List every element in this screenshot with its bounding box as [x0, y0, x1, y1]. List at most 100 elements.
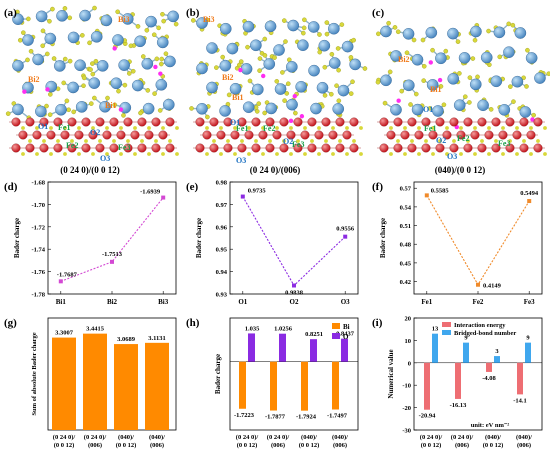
label-bi2: Bi2: [398, 55, 410, 64]
oxygen-atom: [455, 39, 461, 44]
iron-atom: [421, 143, 431, 153]
iron-atom: [279, 117, 289, 127]
oxygen-atom: [40, 28, 46, 34]
iron-atom: [407, 143, 417, 153]
oxygen-atom: [324, 20, 330, 25]
oxygen-atom: [159, 56, 165, 62]
bismuth-atom: [141, 58, 154, 70]
oxygen-atom: [431, 126, 435, 130]
oxygen-atom: [40, 43, 46, 49]
y-tick-label: 0.54: [400, 204, 412, 211]
bismuth-atom: [56, 10, 68, 22]
label-fe1: Fe1: [424, 124, 436, 133]
iron-atom: [293, 143, 303, 153]
oxygen-site: [45, 87, 50, 92]
bismuth-atom: [229, 82, 242, 95]
oxygen-site: [299, 114, 305, 119]
oxygen-atom: [421, 78, 426, 83]
oxygen-atom: [487, 152, 491, 156]
iron-atom: [158, 130, 168, 140]
iron-atom: [202, 130, 212, 140]
bismuth-atom: [337, 84, 350, 97]
bismuth-atom: [432, 105, 444, 117]
x-tick-label: O3: [341, 298, 350, 306]
bismuth-atom: [286, 61, 298, 73]
oxygen-atom: [254, 139, 258, 143]
oxygen-atom: [417, 126, 421, 130]
bismuth-atom: [156, 36, 169, 49]
atom-labels-b: Bi3 Bi2 Bi1 O1 O2 O3 Fe1 Fe2 Fe3: [203, 15, 304, 165]
oxygen-atom: [49, 152, 53, 156]
iron-atom: [442, 130, 452, 140]
oxygen-atom: [63, 126, 67, 130]
bismuth-atom: [453, 99, 466, 111]
oxygen-atom: [376, 31, 381, 37]
oxygen-atom: [88, 67, 93, 72]
oxygen-atom: [92, 5, 97, 11]
bismuth-atom: [411, 103, 424, 116]
oxygen-atom: [501, 126, 505, 130]
data-label: -16.13: [450, 402, 468, 409]
oxygen-atom: [35, 126, 39, 130]
oxygen-atom: [66, 107, 71, 113]
oxygen-site: [292, 93, 297, 99]
data-label: -14.1: [513, 397, 527, 404]
oxygen-atom: [420, 37, 426, 43]
oxygen-atom: [90, 61, 95, 66]
bismuth-atom: [22, 34, 34, 46]
oxygen-atom: [160, 11, 165, 17]
oxygen-atom: [497, 54, 503, 60]
iron-atom: [67, 143, 77, 153]
oxygen-atom: [154, 56, 160, 62]
bismuth-atom: [55, 103, 67, 116]
bismuth-atom: [477, 99, 489, 112]
oxygen-atom: [226, 139, 230, 143]
data-label: 0.8251: [305, 331, 323, 338]
oxygen-atom: [452, 139, 456, 143]
bar: [455, 362, 461, 399]
bismuth-atom: [341, 40, 354, 53]
iron-atom: [456, 130, 466, 140]
oxygen-atom: [438, 139, 442, 143]
oxygen-atom: [387, 69, 393, 75]
oxygen-atom: [284, 91, 290, 96]
iron-atom: [293, 117, 303, 127]
bismuth-atom: [274, 83, 287, 95]
bismuth-atom: [498, 104, 511, 116]
oxygen-atom: [457, 71, 462, 76]
data-point: [58, 279, 63, 284]
oxygen-atom: [119, 126, 123, 130]
bismuth-atom: [142, 102, 155, 115]
oxygen-atom: [133, 152, 137, 156]
oxygen-atom: [473, 152, 477, 156]
label-o3: O3: [100, 154, 110, 163]
chart-g: Sum of absolute Bader charge 3.3007 3.4415…: [31, 317, 177, 449]
bismuth-atom: [12, 59, 24, 72]
legend-swatch: [332, 333, 340, 339]
iron-atom: [223, 117, 233, 127]
y-tick-label: 10: [405, 338, 412, 345]
oxygen-atom: [329, 51, 335, 57]
bismuth-atom: [286, 98, 298, 111]
x-tick-label: Fe2: [473, 298, 484, 306]
label-o2: O2: [90, 128, 100, 137]
oxygen-atom: [275, 126, 279, 130]
label-bi1: Bi1: [232, 93, 244, 102]
oxygen-atom: [334, 83, 339, 88]
bar: [145, 342, 169, 430]
y-tick-label: -1.74: [31, 247, 45, 254]
iron-atom: [512, 130, 522, 140]
x-tick-label: (040)/: [516, 434, 532, 441]
oxygen-atom: [389, 152, 393, 156]
oxygen-atom: [247, 126, 251, 130]
oxygen-atom: [105, 126, 109, 130]
bismuth-atom: [75, 101, 88, 113]
oxygen-atom: [25, 57, 30, 63]
oxygen-atom: [261, 126, 265, 130]
iron-atom: [393, 143, 403, 153]
series-line: [426, 195, 530, 286]
bismuth-atom: [328, 22, 340, 35]
oxygen-atom: [303, 152, 307, 156]
oxygen-atom: [411, 37, 417, 43]
label-o2: O2: [436, 136, 446, 145]
